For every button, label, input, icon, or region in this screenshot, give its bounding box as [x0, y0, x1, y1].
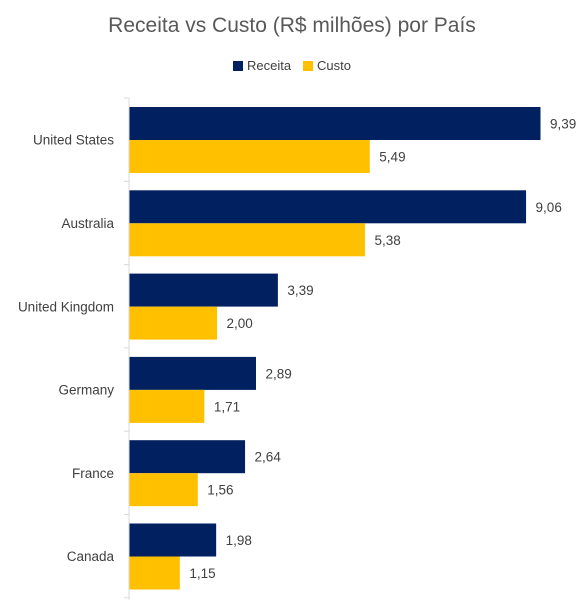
data-label-receita: 9,39: [550, 117, 576, 132]
data-label-receita: 2,64: [255, 450, 282, 465]
bar-custo: [129, 223, 365, 257]
bar-custo: [129, 389, 205, 423]
legend-label-custo: Custo: [317, 58, 352, 73]
category-label: United Kingdom: [18, 299, 114, 314]
category-label: Australia: [61, 216, 114, 231]
legend: Receita Custo: [0, 58, 584, 73]
bar-custo: [129, 556, 180, 590]
data-label-receita: 3,39: [287, 283, 313, 298]
bar-custo: [129, 306, 218, 340]
bar-receita: [129, 190, 527, 224]
bar-receita: [129, 523, 217, 557]
data-label-custo: 5,38: [374, 233, 400, 248]
category-label: France: [72, 466, 114, 481]
data-label-custo: 5,49: [379, 150, 405, 165]
legend-swatch-custo: [303, 60, 314, 71]
category-label: United States: [33, 133, 114, 148]
data-label-custo: 1,56: [207, 483, 233, 498]
legend-item-custo: Custo: [303, 58, 351, 73]
data-label-receita: 2,89: [265, 366, 291, 381]
chart-title: Receita vs Custo (R$ milhões) por País: [108, 14, 476, 37]
data-label-receita: 1,98: [226, 533, 252, 548]
legend-label-receita: Receita: [246, 58, 292, 73]
data-label-custo: 1,15: [189, 566, 215, 581]
data-label-receita: 9,06: [536, 200, 562, 215]
bar-receita: [129, 440, 246, 474]
bar-receita: [129, 273, 278, 307]
bar-custo: [129, 473, 198, 507]
bar-custo: [129, 140, 370, 173]
bar-receita: [129, 107, 541, 140]
category-label: Canada: [67, 549, 115, 564]
data-label-custo: 1,71: [214, 399, 240, 414]
bar-receita: [129, 356, 256, 390]
legend-item-receita: Receita: [232, 58, 292, 73]
data-label-custo: 2,00: [227, 316, 253, 331]
category-label: Germany: [58, 383, 114, 398]
legend-swatch-receita: [232, 60, 243, 71]
